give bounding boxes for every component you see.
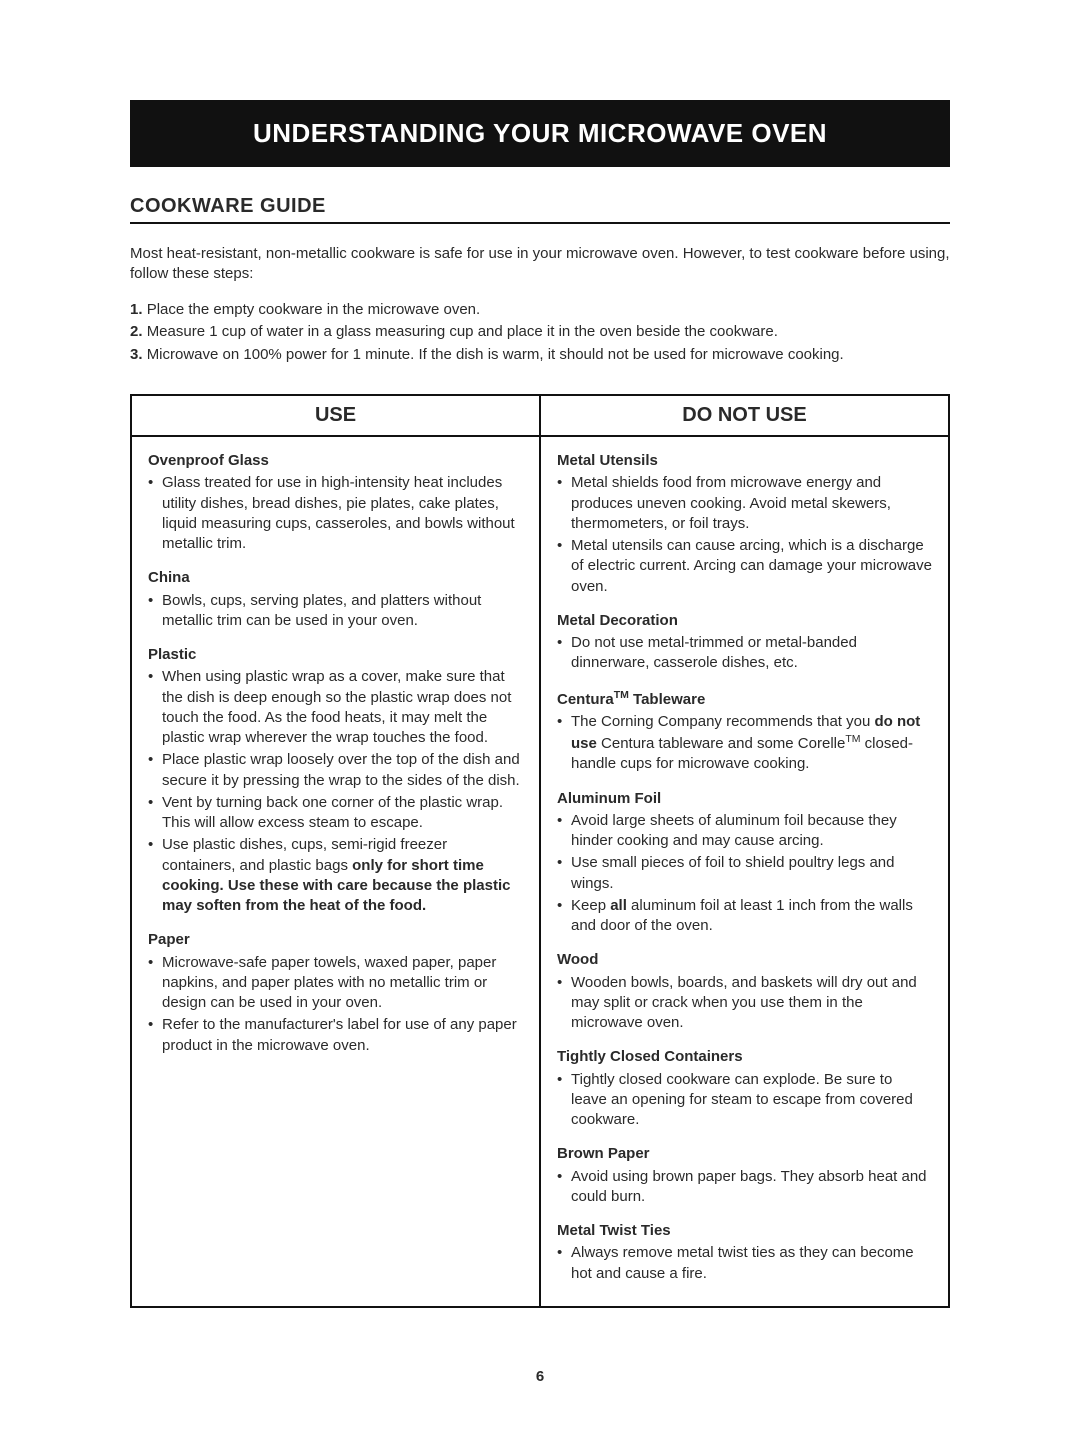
step-text: Measure 1 cup of water in a glass measur…	[147, 323, 778, 340]
category-title: Metal Utensils	[557, 451, 932, 471]
category-bullets: Metal shields food from microwave energy…	[557, 473, 932, 597]
bullet-item: Wooden bowls, boards, and baskets will d…	[557, 973, 932, 1034]
bullet-item: Keep all aluminum foil at least 1 inch f…	[557, 896, 932, 937]
bullet-item: Bowls, cups, serving plates, and platter…	[148, 591, 523, 632]
category-bullets: Wooden bowls, boards, and baskets will d…	[557, 973, 932, 1034]
category-title: Metal Decoration	[557, 611, 932, 631]
bullet-item: Use small pieces of foil to shield poult…	[557, 853, 932, 894]
bullet-item: Tightly closed cookware can explode. Be …	[557, 1070, 932, 1131]
category-title: Metal Twist Ties	[557, 1221, 932, 1241]
bullet-item: Refer to the manufacturer's label for us…	[148, 1015, 523, 1056]
use-column: Ovenproof GlassGlass treated for use in …	[132, 437, 541, 1306]
bullet-item: Microwave-safe paper towels, waxed paper…	[148, 953, 523, 1014]
category-title: Plastic	[148, 645, 523, 665]
bullet-item: Metal shields food from microwave energy…	[557, 473, 932, 534]
bullet-item: Use plastic dishes, cups, semi-rigid fre…	[148, 835, 523, 916]
page-number: 6	[130, 1368, 950, 1385]
intro-text: Most heat-resistant, non-metallic cookwa…	[130, 244, 950, 285]
page-banner: UNDERSTANDING YOUR MICROWAVE OVEN	[130, 100, 950, 167]
step-num: 1.	[130, 301, 143, 318]
step-num: 3.	[130, 346, 143, 363]
category-title: Ovenproof Glass	[148, 451, 523, 471]
category-title: Brown Paper	[557, 1144, 932, 1164]
category-bullets: Bowls, cups, serving plates, and platter…	[148, 591, 523, 632]
category-title: Wood	[557, 950, 932, 970]
category-bullets: Avoid using brown paper bags. They absor…	[557, 1167, 932, 1208]
bullet-item: Glass treated for use in high-intensity …	[148, 473, 523, 554]
step-2: 2. Measure 1 cup of water in a glass mea…	[130, 321, 950, 344]
table-body: Ovenproof GlassGlass treated for use in …	[132, 437, 948, 1306]
bullet-item: Metal utensils can cause arcing, which i…	[557, 536, 932, 597]
bullet-item: Avoid large sheets of aluminum foil beca…	[557, 811, 932, 852]
category-bullets: Tightly closed cookware can explode. Be …	[557, 1070, 932, 1131]
category-title: Aluminum Foil	[557, 789, 932, 809]
bullet-item: The Corning Company recommends that you …	[557, 712, 932, 775]
step-text: Place the empty cookware in the microwav…	[147, 301, 481, 318]
category-bullets: The Corning Company recommends that you …	[557, 712, 932, 775]
bullet-item: Vent by turning back one corner of the p…	[148, 793, 523, 834]
category-bullets: Glass treated for use in high-intensity …	[148, 473, 523, 554]
bullet-item: Avoid using brown paper bags. They absor…	[557, 1167, 932, 1208]
table-header-row: USE DO NOT USE	[132, 396, 948, 437]
category-title: Paper	[148, 930, 523, 950]
header-use: USE	[132, 396, 541, 435]
bullet-item: When using plastic wrap as a cover, make…	[148, 667, 523, 748]
section-title: COOKWARE GUIDE	[130, 195, 950, 224]
category-bullets: Always remove metal twist ties as they c…	[557, 1243, 932, 1284]
category-title: China	[148, 568, 523, 588]
category-bullets: Avoid large sheets of aluminum foil beca…	[557, 811, 932, 937]
header-do-not-use: DO NOT USE	[541, 396, 948, 435]
step-1: 1. Place the empty cookware in the micro…	[130, 299, 950, 322]
cookware-table: USE DO NOT USE Ovenproof GlassGlass trea…	[130, 394, 950, 1308]
step-text: Microwave on 100% power for 1 minute. If…	[147, 346, 844, 363]
category-bullets: Microwave-safe paper towels, waxed paper…	[148, 953, 523, 1056]
category-bullets: When using plastic wrap as a cover, make…	[148, 667, 523, 916]
category-title: CenturaTM Tableware	[557, 688, 932, 710]
steps-list: 1. Place the empty cookware in the micro…	[130, 299, 950, 367]
step-3: 3. Microwave on 100% power for 1 minute.…	[130, 344, 950, 367]
do-not-use-column: Metal UtensilsMetal shields food from mi…	[541, 437, 948, 1306]
step-num: 2.	[130, 323, 143, 340]
document-page: UNDERSTANDING YOUR MICROWAVE OVEN COOKWA…	[0, 0, 1080, 1445]
category-bullets: Do not use metal-trimmed or metal-banded…	[557, 633, 932, 674]
bullet-item: Do not use metal-trimmed or metal-banded…	[557, 633, 932, 674]
bullet-item: Always remove metal twist ties as they c…	[557, 1243, 932, 1284]
category-title: Tightly Closed Containers	[557, 1047, 932, 1067]
bullet-item: Place plastic wrap loosely over the top …	[148, 750, 523, 791]
